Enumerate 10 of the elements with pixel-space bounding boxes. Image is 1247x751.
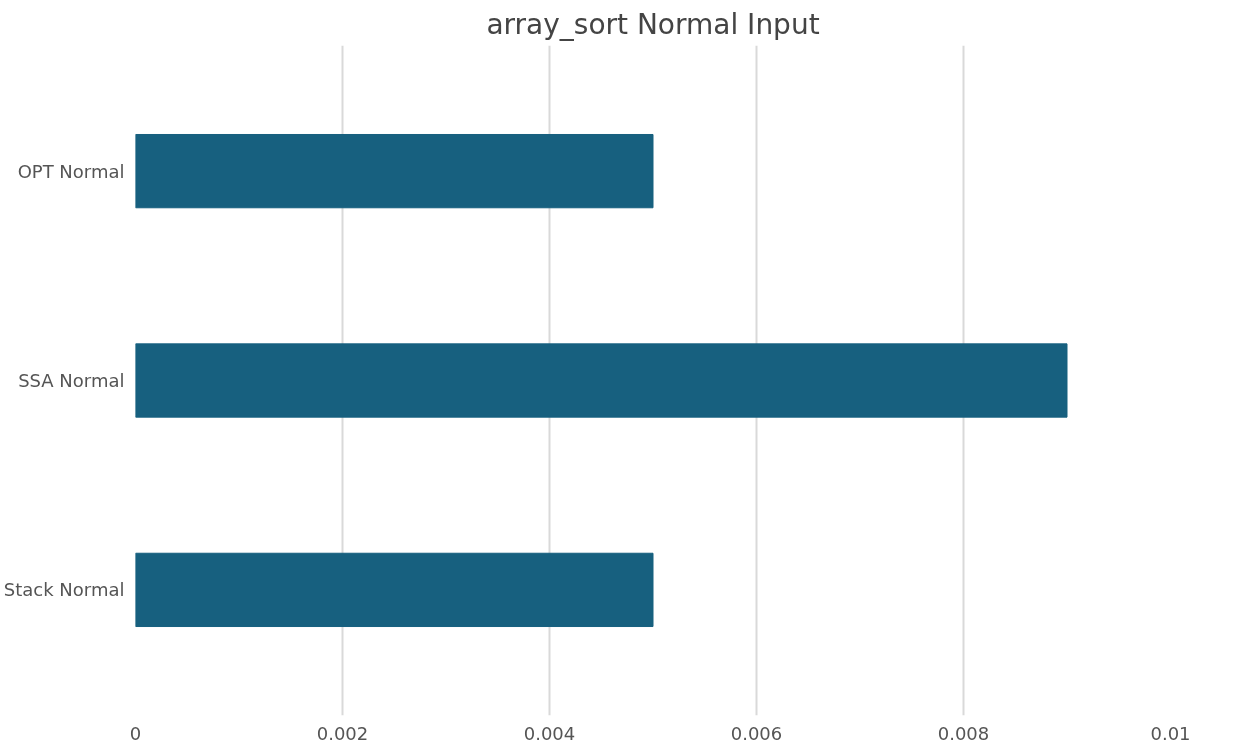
chart-title: array_sort Normal Input [486, 7, 820, 41]
x-tick-label: 0.01 [1150, 722, 1191, 744]
x-tick-label: 0.004 [523, 722, 576, 744]
x-tick-label: 0.008 [937, 722, 990, 744]
y-tick-label: OPT Normal [17, 160, 125, 182]
x-tick-label: 0.002 [316, 722, 369, 744]
x-tick-label: 0.006 [730, 722, 783, 744]
y-tick-label: SSA Normal [18, 370, 125, 391]
x-tick-label: 0 [129, 722, 142, 744]
y-tick-label: Stack Normal [3, 579, 125, 601]
